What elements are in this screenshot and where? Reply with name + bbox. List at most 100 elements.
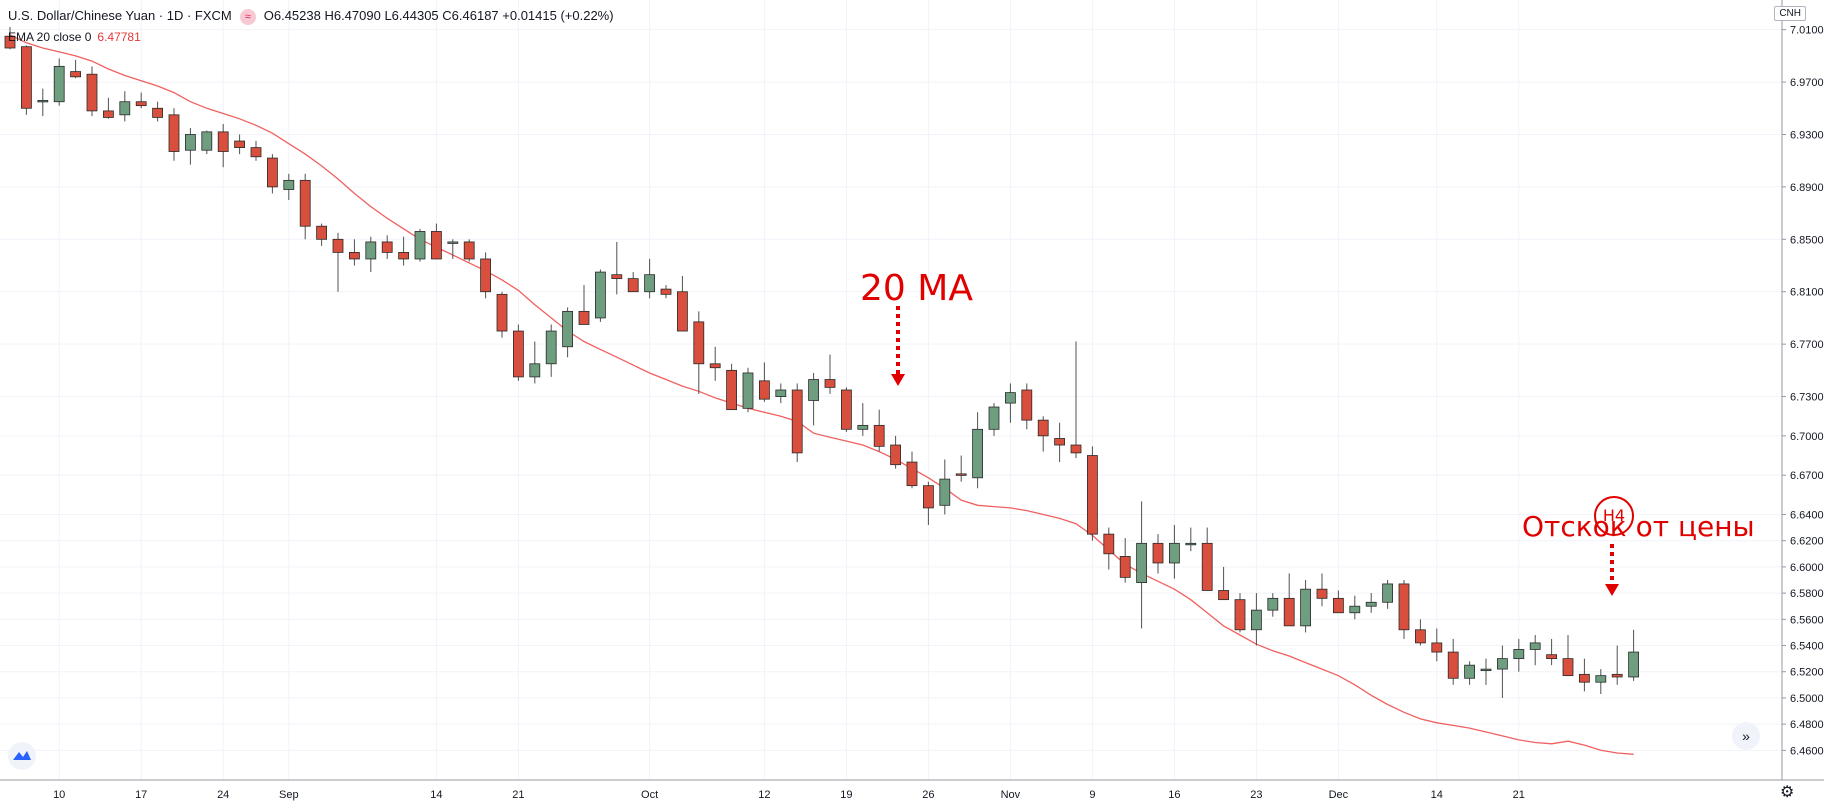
candle bbox=[1218, 566, 1229, 601]
candle bbox=[1283, 573, 1295, 627]
candle bbox=[1234, 593, 1246, 633]
indicator-legend[interactable]: EMA 20 close 0 6.47781 bbox=[8, 30, 141, 44]
candle-body-up bbox=[988, 406, 1000, 430]
candle bbox=[1201, 527, 1213, 591]
wave-icon: ≈ bbox=[239, 8, 256, 25]
h4-badge: H4 bbox=[1594, 496, 1634, 536]
price-tick-label: 6.85000 bbox=[1790, 234, 1824, 246]
candle-body-up bbox=[1628, 651, 1639, 678]
candle bbox=[332, 232, 344, 292]
candle-body-up bbox=[939, 478, 951, 506]
candle-body-down bbox=[709, 363, 721, 369]
candle-body-down bbox=[578, 310, 590, 325]
candle bbox=[1447, 638, 1459, 685]
candle-body-down bbox=[1562, 658, 1574, 677]
candle bbox=[1365, 593, 1377, 613]
candle bbox=[266, 154, 278, 194]
candle bbox=[414, 228, 426, 262]
candle bbox=[1579, 658, 1590, 692]
candle-body-down bbox=[873, 424, 885, 447]
candle-body-down bbox=[1087, 455, 1098, 535]
price-tick-label: 6.46000 bbox=[1790, 745, 1824, 757]
candle-body-down bbox=[152, 107, 164, 118]
candle bbox=[1464, 661, 1475, 685]
candle-body-down bbox=[4, 35, 16, 49]
candle bbox=[1300, 580, 1311, 633]
candle bbox=[1497, 645, 1508, 698]
candle-body-down bbox=[1037, 419, 1049, 437]
price-axis[interactable]: 7.01000 6.97000 6.93000 6.89000 6.85000 6.810… bbox=[1781, 0, 1824, 806]
time-tick-label: Dec bbox=[1329, 789, 1349, 801]
price-tick-label: 6.70000 bbox=[1790, 431, 1824, 443]
time-tick-label: 14 bbox=[430, 789, 442, 801]
candle bbox=[660, 285, 672, 299]
candle bbox=[283, 173, 295, 200]
bounce-annotation: Отскок от цены bbox=[1522, 510, 1755, 543]
candle-body-up bbox=[545, 330, 557, 365]
candle-body-up bbox=[562, 310, 573, 348]
candle-body-up bbox=[1169, 542, 1180, 564]
currency-badge[interactable]: CNH bbox=[1774, 6, 1806, 21]
candle-body-down bbox=[463, 241, 475, 260]
gear-icon[interactable]: ⚙ bbox=[1780, 784, 1795, 801]
candle-body-down bbox=[217, 131, 229, 152]
price-tick-label: 6.97000 bbox=[1790, 77, 1824, 89]
candle-body-down bbox=[430, 231, 442, 260]
ma-annotation: 20 MA bbox=[860, 268, 973, 309]
candle-body-down bbox=[1021, 389, 1033, 421]
time-tick-label: Sep bbox=[279, 789, 299, 801]
symbol-title[interactable]: U.S. Dollar/Chinese Yuan · 1D · FXCM bbox=[8, 8, 232, 23]
candle-body-down bbox=[726, 369, 737, 411]
candle-body-down bbox=[1283, 597, 1295, 627]
candle-body-up bbox=[119, 101, 131, 116]
candle bbox=[1119, 538, 1131, 583]
candle bbox=[1562, 635, 1574, 677]
candle-body-down bbox=[627, 278, 639, 293]
price-tick-label: 6.56000 bbox=[1790, 614, 1824, 626]
candle-body-down bbox=[660, 288, 672, 295]
candle-body-down bbox=[759, 380, 770, 400]
candle bbox=[1595, 669, 1607, 694]
candle bbox=[1169, 524, 1180, 579]
candle bbox=[4, 27, 16, 50]
price-axis-bg bbox=[1782, 0, 1824, 806]
candle bbox=[824, 354, 836, 394]
candle-body-down bbox=[1119, 556, 1131, 578]
time-tick-label: 12 bbox=[758, 789, 770, 801]
chart-grid bbox=[0, 0, 1782, 780]
candle bbox=[463, 239, 475, 262]
tradingview-logo-icon[interactable] bbox=[8, 742, 36, 770]
price-tick-label: 6.89000 bbox=[1790, 182, 1824, 194]
arrow-head bbox=[891, 374, 905, 386]
chart-legend: U.S. Dollar/Chinese Yuan · 1D · FXCM ≈ O6.… bbox=[8, 8, 614, 25]
candle-body-up bbox=[283, 179, 295, 190]
candle bbox=[1152, 534, 1164, 574]
double-chevron-right-icon[interactable]: » bbox=[1732, 722, 1760, 750]
candle bbox=[906, 451, 918, 489]
candle-body-up bbox=[37, 100, 49, 103]
candle bbox=[201, 130, 213, 155]
time-tick-label: 19 bbox=[840, 789, 852, 801]
price-tick-label: 6.93000 bbox=[1790, 129, 1824, 141]
time-tick-label: 24 bbox=[217, 789, 229, 801]
ema-series bbox=[9, 34, 1634, 755]
ohlc-values: O6.45238 H6.47090 L6.44305 C6.46187 +0.0… bbox=[263, 8, 614, 23]
candle bbox=[152, 101, 164, 122]
candle bbox=[20, 45, 32, 115]
candle-body-down bbox=[791, 389, 803, 454]
candle-body-up bbox=[644, 274, 655, 293]
candle bbox=[1611, 645, 1623, 685]
candle bbox=[1628, 629, 1639, 681]
candle bbox=[693, 311, 705, 394]
candle bbox=[545, 324, 557, 377]
time-tick-label: 14 bbox=[1431, 789, 1443, 801]
price-tick-label: 6.67000 bbox=[1790, 470, 1824, 482]
candle-body-up bbox=[808, 379, 819, 401]
price-tick-label: 6.64000 bbox=[1790, 509, 1824, 521]
candle bbox=[1546, 638, 1557, 666]
candle bbox=[1037, 416, 1049, 452]
time-axis[interactable]: 10 17 24 Sep 14 21 Oct 12 19 26 Nov 9 16 23 Dec 14 21 bbox=[0, 779, 1824, 801]
candle bbox=[496, 291, 508, 338]
candle-body-down bbox=[398, 252, 410, 260]
